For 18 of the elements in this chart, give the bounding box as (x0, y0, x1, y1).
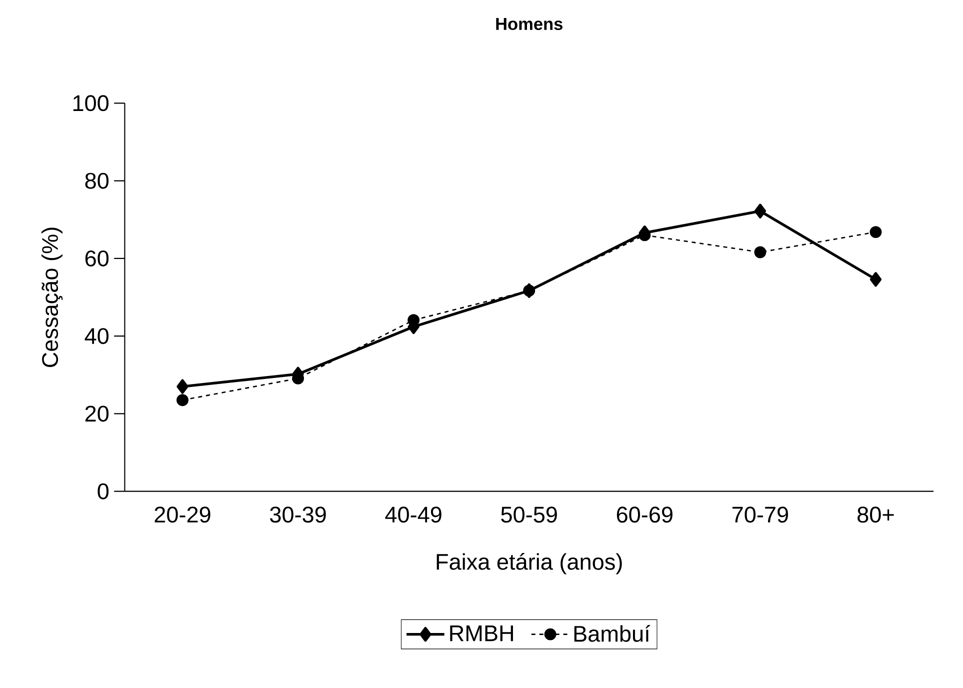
y-tick-label: 40 (84, 328, 109, 344)
legend-label: Bambuí (574, 625, 650, 642)
y-tick-label: 80 (85, 172, 109, 189)
x-tick-label: 40-49 (385, 506, 442, 523)
legend-label: RMBH (450, 626, 513, 642)
y-axis-title: Cessação (%) (41, 228, 63, 368)
x-tick-label: 60-69 (616, 506, 672, 523)
x-tick-label: 30-39 (270, 506, 326, 523)
x-axis-title: Faixa etária (anos) (436, 553, 622, 574)
y-tick-label: 100 (73, 95, 109, 112)
x-tick-label: 20-29 (154, 506, 210, 523)
x-tick-label: 80+ (858, 506, 894, 523)
x-tick-label: 70-79 (732, 506, 788, 523)
y-tick-label: 20 (85, 406, 109, 422)
y-tick-label: 0 (98, 483, 109, 500)
chart-title: Homens (496, 18, 562, 30)
y-tick-label: 60 (85, 250, 109, 267)
x-tick-label: 50-59 (501, 506, 557, 523)
